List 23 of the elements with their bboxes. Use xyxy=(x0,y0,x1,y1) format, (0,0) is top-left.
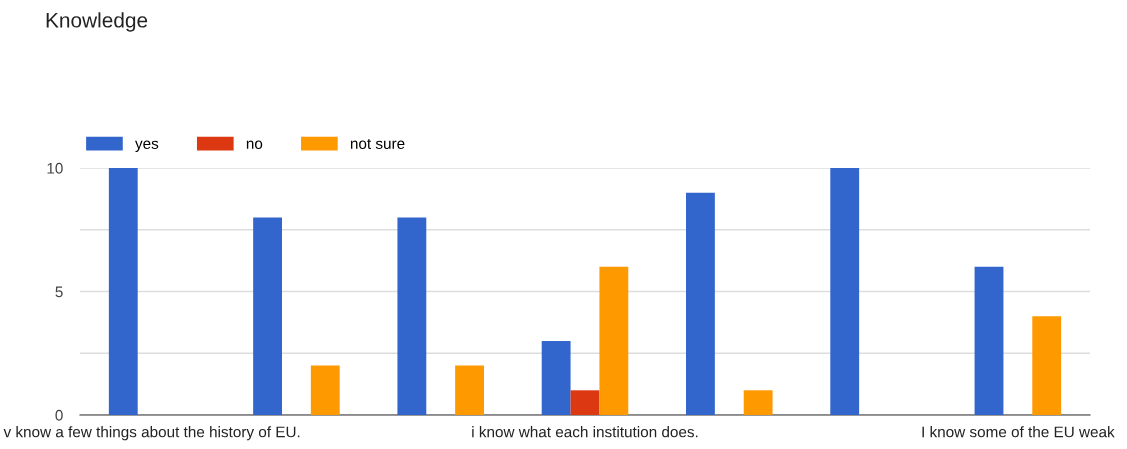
bar xyxy=(830,168,860,415)
bar xyxy=(108,168,138,415)
x-tick-label: i know what each institution does. xyxy=(472,426,698,438)
legend-label: not sure xyxy=(350,138,405,149)
bar xyxy=(541,340,571,415)
bar xyxy=(570,390,600,415)
legend-label: yes xyxy=(135,140,159,153)
x-tick-label: v know a few things about the history of EU. xyxy=(3,426,300,441)
bar xyxy=(310,365,340,415)
bar xyxy=(743,390,773,415)
y-tick-label: 0 xyxy=(55,409,63,421)
bar xyxy=(455,365,484,415)
bar xyxy=(1032,316,1062,415)
y-tick-label: 5 xyxy=(55,286,63,298)
bar xyxy=(686,192,715,415)
bar xyxy=(974,266,1004,415)
chart-title: Knowledge xyxy=(46,12,148,32)
bar xyxy=(397,217,427,415)
bar xyxy=(599,266,629,415)
x-tick-label: I know some of the EU weak xyxy=(922,426,1115,438)
bar xyxy=(253,217,282,415)
y-tick-label: 10 xyxy=(47,162,63,174)
legend-label: no xyxy=(246,140,263,149)
